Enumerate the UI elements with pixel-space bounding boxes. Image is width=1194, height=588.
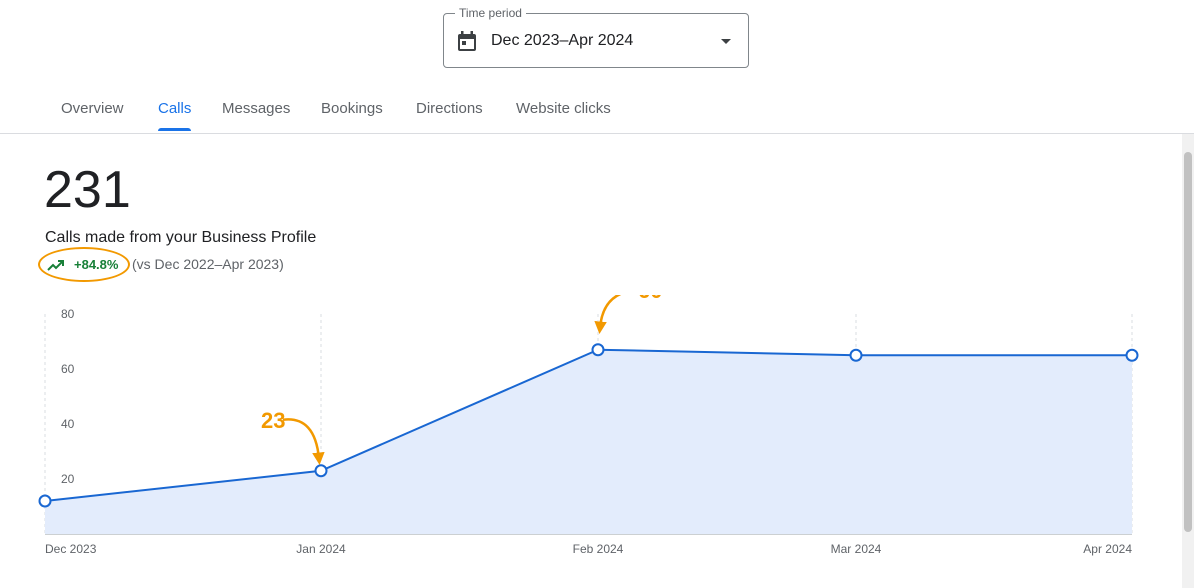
x-axis-labels: Dec 2023 Jan 2024 Feb 2024 Mar 2024 Apr 2024 xyxy=(45,542,1132,556)
scrollbar[interactable] xyxy=(1182,134,1194,588)
scrollbar-thumb[interactable] xyxy=(1184,152,1192,532)
trend-comparison: (vs Dec 2022–Apr 2023) xyxy=(132,256,284,272)
x-tick-label: Dec 2023 xyxy=(45,542,97,556)
y-axis-labels: 20 40 60 80 xyxy=(61,307,75,486)
highlight-circle xyxy=(38,247,130,282)
time-period-label: Time period xyxy=(455,6,526,20)
data-point-1[interactable] xyxy=(314,464,328,478)
data-points xyxy=(38,343,1139,508)
tabs-divider xyxy=(0,133,1194,134)
tab-website-clicks[interactable]: Website clicks xyxy=(516,100,611,117)
chevron-down-icon[interactable] xyxy=(721,39,731,44)
y-tick-label: 80 xyxy=(61,307,75,321)
calendar-icon xyxy=(458,31,476,51)
tab-directions[interactable]: Directions xyxy=(416,100,483,117)
tab-calls[interactable]: Calls xyxy=(158,94,192,131)
time-period-value: Dec 2023–Apr 2024 xyxy=(491,32,634,49)
area-fill-path xyxy=(45,349,1132,534)
data-point-0[interactable] xyxy=(38,494,52,508)
annotation-label: 60 xyxy=(638,295,662,303)
tab-overview[interactable]: Overview xyxy=(61,100,124,117)
time-period-select[interactable]: Time period Dec 2023–Apr 2024 xyxy=(443,6,749,68)
y-tick-label: 60 xyxy=(61,362,75,376)
annotations: 23 60 xyxy=(261,295,662,465)
total-calls: 231 xyxy=(44,161,131,219)
x-tick-label: Jan 2024 xyxy=(296,542,346,556)
metric-description: Calls made from your Business Profile xyxy=(45,229,317,246)
y-tick-label: 20 xyxy=(61,472,75,486)
area-fill xyxy=(45,349,1132,534)
tab-messages[interactable]: Messages xyxy=(222,100,291,117)
annotation-label: 23 xyxy=(261,408,285,433)
data-point-4[interactable] xyxy=(1125,348,1139,362)
annotation-arrow xyxy=(282,418,325,465)
x-tick-label: Feb 2024 xyxy=(573,542,624,556)
y-tick-label: 40 xyxy=(61,417,75,431)
x-tick-label: Apr 2024 xyxy=(1083,542,1132,556)
data-point-3[interactable] xyxy=(849,348,863,362)
x-tick-label: Mar 2024 xyxy=(831,542,882,556)
data-point-2[interactable] xyxy=(591,343,605,357)
calls-chart: 20 40 60 80 Dec 2023 Jan 2024 Feb 2024 Mar 202… xyxy=(38,295,1139,556)
tab-bookings[interactable]: Bookings xyxy=(321,100,383,117)
annotation-arrow xyxy=(594,295,622,334)
